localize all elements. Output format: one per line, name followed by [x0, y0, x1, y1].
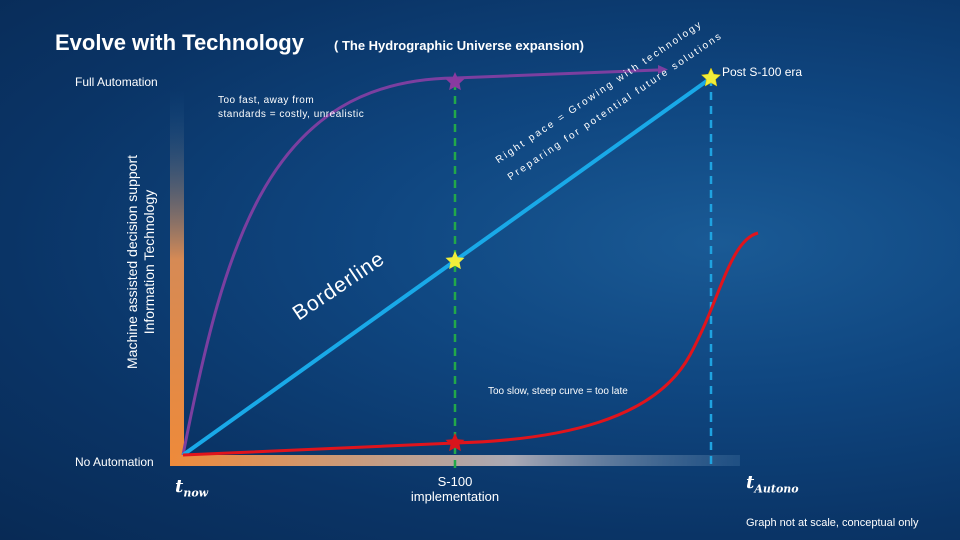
- y-axis-label-line2: Information Technology: [141, 189, 157, 335]
- page-subtitle: ( The Hydrographic Universe expansion): [334, 38, 584, 53]
- right-pace-line: [181, 76, 713, 457]
- too-fast-annotation: Too fast, away from standards = costly, …: [218, 94, 364, 122]
- purple-star-icon: [445, 72, 465, 91]
- too-slow-annotation: Too slow, steep curve = too late: [488, 386, 628, 397]
- page-title: Evolve with Technology: [55, 30, 304, 55]
- y-axis-bar: [170, 90, 184, 466]
- t-now-symbol: t: [175, 476, 184, 497]
- too-fast-arrowhead: [658, 65, 668, 74]
- yellow-star-top-icon: [700, 67, 722, 87]
- red-star-icon: [445, 433, 465, 452]
- post-s100-era-label: Post S-100 era: [722, 65, 803, 79]
- y-axis-label: Machine assisted decision support Inform…: [124, 155, 158, 369]
- t-now-label: tnow: [175, 476, 208, 500]
- t-now-subscript: now: [183, 486, 209, 500]
- too-fast-curve: [181, 68, 659, 456]
- too-slow-curve: [182, 231, 759, 457]
- too-fast-line1: Too fast, away from: [218, 95, 315, 106]
- t-autono-symbol: t: [746, 472, 755, 493]
- too-fast-line2: standards = costly, unrealistic: [218, 109, 365, 120]
- s100-label-line2: implementation: [410, 489, 500, 504]
- y-axis-label-line1: Machine assisted decision support: [124, 154, 140, 370]
- yellow-star-mid-icon: [445, 251, 465, 270]
- s100-label-line1: S-100: [437, 474, 473, 489]
- scale-note: Graph not at scale, conceptual only: [746, 517, 919, 529]
- s100-implementation-label: S-100 implementation: [405, 474, 505, 504]
- t-autono-label: tAutono: [746, 472, 799, 496]
- no-automation-label: No Automation: [75, 455, 154, 469]
- full-automation-label: Full Automation: [75, 75, 158, 89]
- t-autono-subscript: Autono: [754, 482, 799, 496]
